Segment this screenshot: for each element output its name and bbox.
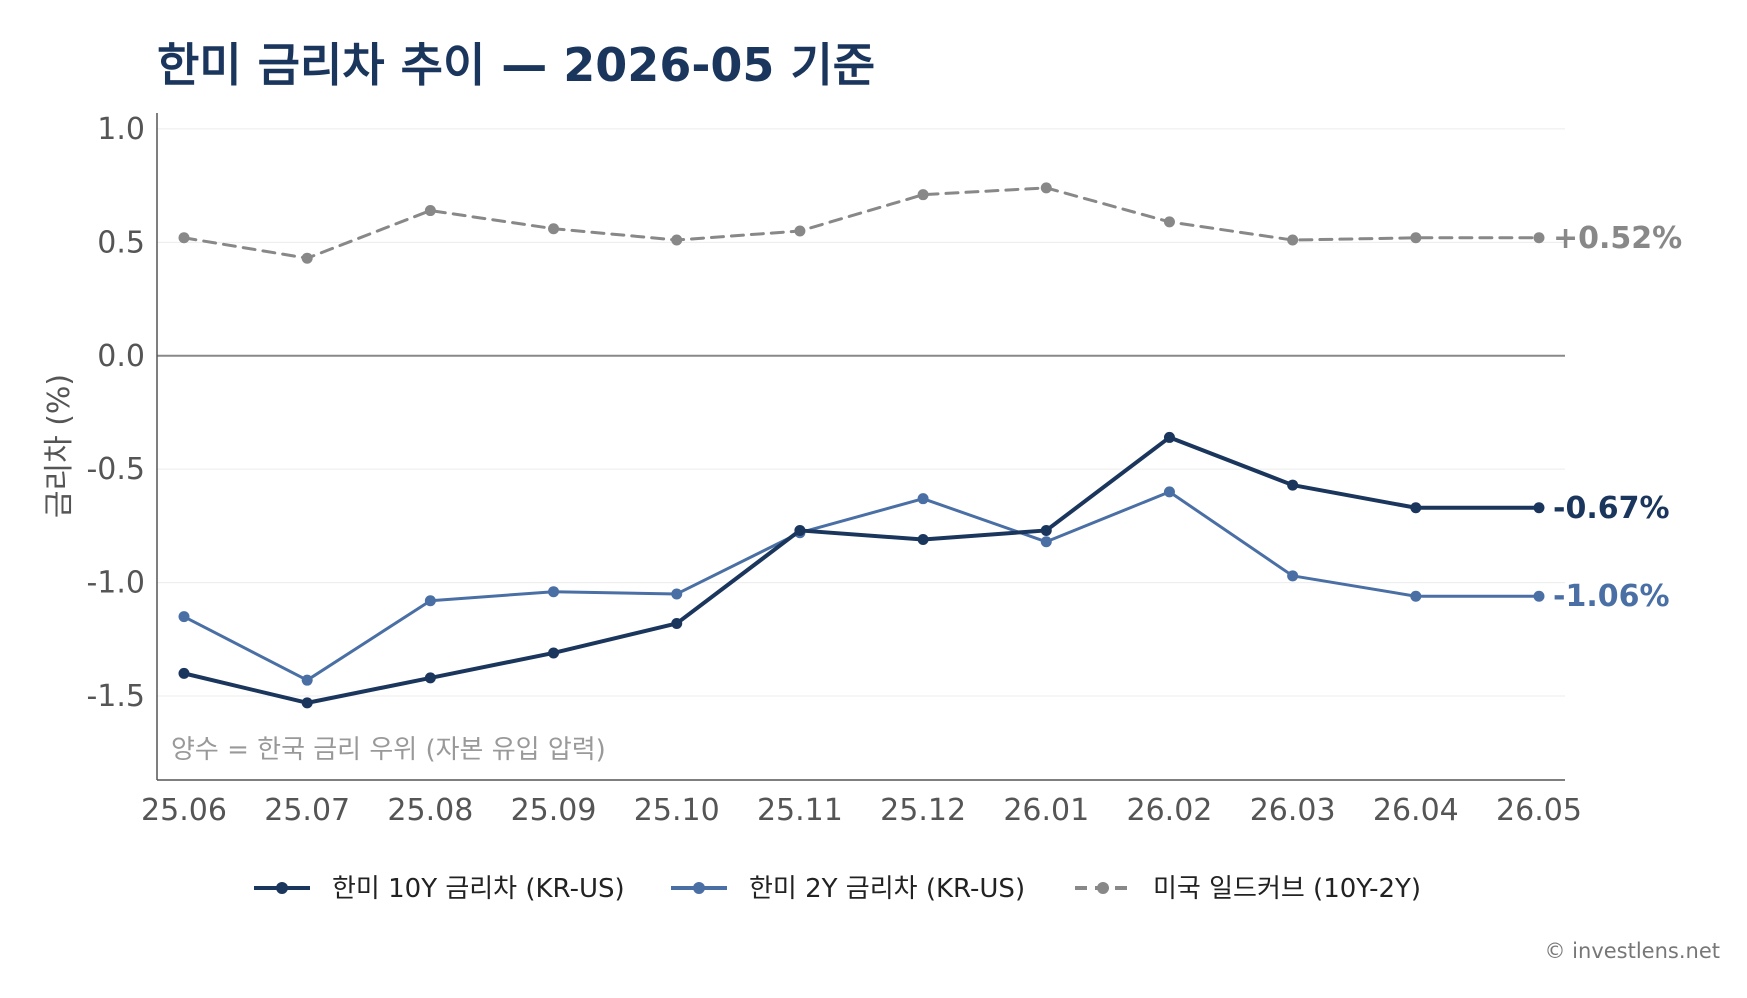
- x-tick-label: 26.01: [1003, 793, 1089, 828]
- series-point: [1410, 232, 1422, 244]
- series-point: [1287, 570, 1299, 582]
- series-point: [794, 225, 806, 237]
- series-point: [1287, 479, 1299, 491]
- series-line: [182, 490, 1541, 682]
- credit-text: © investlens.net: [1545, 939, 1721, 963]
- series-point: [178, 232, 190, 244]
- series-line: [182, 186, 1541, 260]
- legend: 한미 10Y 금리차 (KR-US) 한미 2Y 금리차 (KR-US) 미국 일드…: [254, 874, 1421, 904]
- x-tick-label: 26.04: [1373, 793, 1459, 828]
- series-point: [1163, 486, 1175, 498]
- y-axis-title: 금리차 (%): [42, 374, 77, 518]
- x-tick-label: 25.11: [757, 793, 843, 828]
- series-point: [1410, 590, 1422, 602]
- x-tick-label: 26.05: [1496, 793, 1582, 828]
- series-point: [917, 189, 929, 201]
- series-point: [671, 617, 683, 629]
- series-point: [1163, 431, 1175, 443]
- series-point: [424, 205, 436, 217]
- series-point: [1533, 232, 1545, 244]
- legend-label: 미국 일드커브 (10Y-2Y): [1153, 874, 1421, 904]
- series-point: [794, 524, 806, 536]
- series-point: [301, 697, 313, 709]
- y-tick-label: 0.5: [97, 225, 145, 260]
- series-point: [178, 611, 190, 623]
- x-tick-label: 26.02: [1127, 793, 1213, 828]
- series-point: [1040, 524, 1052, 536]
- series-point: [301, 252, 313, 264]
- series-point: [1533, 590, 1545, 602]
- series-point: [1163, 216, 1175, 228]
- series-point: [671, 234, 683, 246]
- legend-swatch-marker: [1097, 882, 1109, 894]
- series-point: [1287, 234, 1299, 246]
- series-point: [1533, 502, 1545, 514]
- series-point: [671, 588, 683, 600]
- x-tick-label: 25.06: [141, 793, 227, 828]
- series-point: [548, 647, 560, 659]
- chart-title: 한미 금리차 추이 — 2026-05 기준: [157, 38, 875, 92]
- x-tick-label: 25.07: [264, 793, 350, 828]
- series-point: [1040, 182, 1052, 194]
- legend-swatch-marker: [276, 882, 288, 894]
- x-tick-label: 25.09: [511, 793, 597, 828]
- legend-label: 한미 10Y 금리차 (KR-US): [332, 874, 625, 904]
- series-point: [917, 534, 929, 546]
- x-tick-label: 26.03: [1250, 793, 1336, 828]
- series-point: [1040, 536, 1052, 548]
- x-tick-labels: 25.06 25.07 25.08 25.09 25.10 25.11 25.12 26.01…: [141, 793, 1582, 828]
- end-labels: -0.67% -1.06% +0.52%: [1553, 221, 1682, 614]
- legend-label: 한미 2Y 금리차 (KR-US): [749, 874, 1025, 904]
- y-tick-label: 1.0: [97, 112, 145, 147]
- legend-swatch-marker: [693, 882, 705, 894]
- x-tick-label: 25.10: [634, 793, 720, 828]
- end-value-label: -1.06%: [1553, 579, 1670, 614]
- series-point: [548, 586, 560, 598]
- y-tick-labels: 1.0 0.5 0.0 -0.5 -1.0 -1.5: [86, 112, 145, 714]
- series-point: [301, 674, 313, 686]
- end-value-label: -0.67%: [1553, 491, 1670, 526]
- y-tick-label: -1.5: [86, 679, 145, 714]
- series-point: [548, 223, 560, 235]
- axes: [156, 113, 1565, 781]
- x-tick-label: 25.08: [387, 793, 473, 828]
- series-point: [424, 672, 436, 684]
- series-point: [917, 493, 929, 505]
- series-point: [424, 595, 436, 607]
- y-tick-label: -0.5: [86, 452, 145, 487]
- gridlines: [157, 128, 1565, 697]
- end-value-label: +0.52%: [1553, 221, 1682, 256]
- series-line: [182, 435, 1541, 705]
- y-tick-label: 0.0: [97, 339, 145, 374]
- y-tick-label: -1.0: [86, 566, 145, 601]
- series-point: [178, 667, 190, 679]
- chart-annotation: 양수 = 한국 금리 우위 (자본 유입 압력): [171, 735, 606, 765]
- series-point: [1410, 502, 1422, 514]
- series: [178, 182, 1545, 709]
- x-tick-label: 25.12: [880, 793, 966, 828]
